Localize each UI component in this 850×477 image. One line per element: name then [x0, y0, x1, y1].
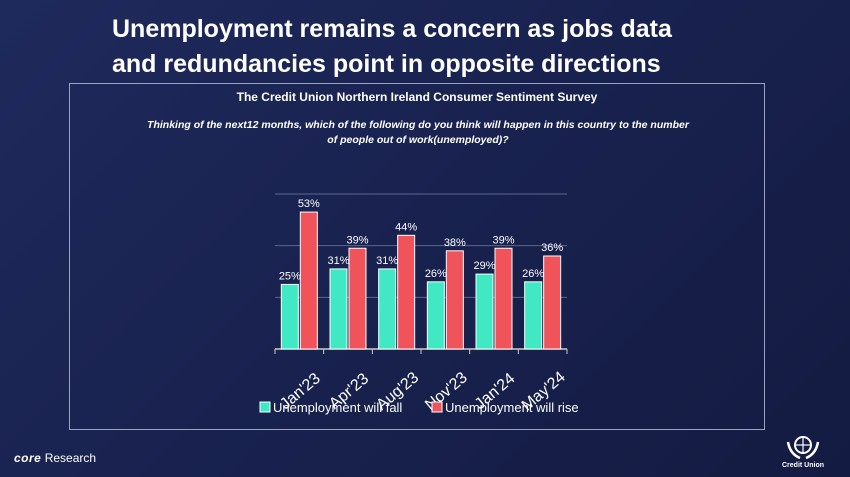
bar-rise-0	[299, 211, 318, 350]
hands-globe-icon	[786, 436, 820, 460]
label-rise-1: 39%	[346, 234, 368, 246]
label-fall-5: 26%	[522, 268, 544, 280]
bar-rise-5	[543, 255, 562, 350]
question-line-1: Thinking of the next12 months, which of …	[147, 119, 689, 131]
slide-title-line-1: Unemployment remains a concern as jobs d…	[112, 15, 672, 43]
label-fall-2: 31%	[376, 255, 398, 267]
core-research-brand: core Research	[14, 451, 96, 465]
bar-chart: 25%53%Jan'2331%39%Apr'2331%44%Aug'2326%3…	[259, 193, 579, 415]
label-rise-2: 44%	[395, 221, 417, 233]
brand-core: core	[14, 451, 42, 465]
slide-title-line-2: and redundancies point in opposite direc…	[112, 50, 661, 78]
legend-swatch-0	[259, 401, 271, 413]
brand-research: Research	[41, 451, 97, 465]
bar-fall-2	[378, 268, 397, 350]
bar-fall-0	[280, 283, 299, 350]
bar-fall-5	[524, 281, 543, 350]
label-rise-0: 53%	[298, 198, 320, 210]
question-line-2: of people out of work(unemployed)?	[327, 134, 509, 146]
bar-rise-4	[494, 247, 513, 350]
label-rise-4: 39%	[492, 234, 514, 246]
bar-rise-1	[348, 247, 367, 350]
legend-label-0: Unemployment will fall	[273, 400, 402, 415]
legend-swatch-1	[431, 401, 443, 413]
survey-question: Thinking of the next12 months, which of …	[130, 118, 706, 148]
label-fall-3: 26%	[425, 268, 447, 280]
label-fall-1: 31%	[327, 255, 349, 267]
bar-fall-3	[426, 281, 445, 350]
bar-rise-2	[397, 234, 416, 350]
label-fall-4: 29%	[473, 260, 495, 272]
legend-label-1: Unemployment will rise	[445, 400, 579, 415]
label-fall-0: 25%	[279, 270, 301, 282]
slide-title: Unemployment remains a concern as jobs d…	[112, 12, 752, 82]
label-rise-3: 38%	[444, 237, 466, 249]
logo-text: Credit Union	[782, 462, 824, 469]
survey-name: The Credit Union Northern Ireland Consum…	[236, 90, 598, 104]
label-rise-5: 36%	[541, 242, 563, 254]
bar-fall-1	[329, 268, 348, 350]
bar-rise-3	[445, 250, 464, 350]
chart-panel: The Credit Union Northern Ireland Consum…	[69, 83, 765, 430]
credit-union-logo: Credit Union	[780, 432, 826, 472]
bar-fall-4	[475, 273, 494, 350]
